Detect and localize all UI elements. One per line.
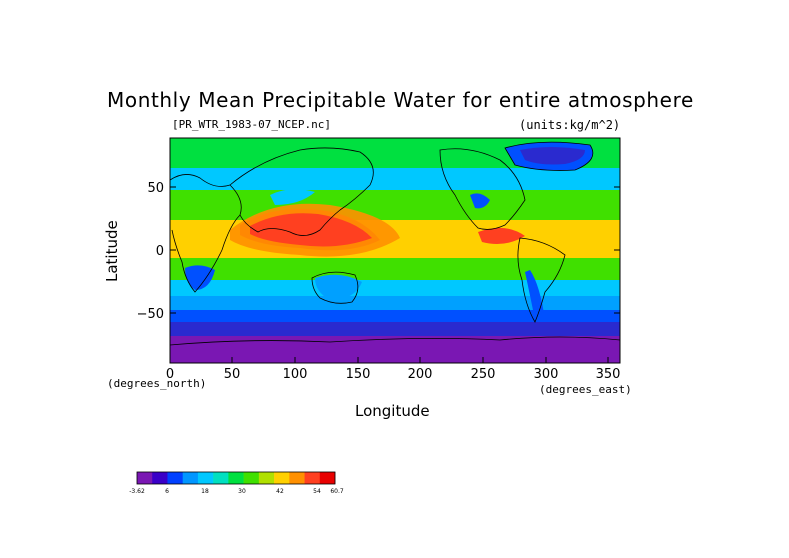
colorbar-label-6: 6 bbox=[165, 488, 169, 495]
colorbar: -3.62 6 18 30 42 54 60.7 bbox=[129, 471, 344, 495]
y-axis-unit: (degrees_north) bbox=[107, 377, 207, 390]
band-subtropic-green bbox=[170, 190, 620, 220]
greenland-core bbox=[520, 147, 585, 165]
xtick-label-350: 350 bbox=[596, 367, 621, 382]
central-america-red bbox=[478, 227, 525, 244]
chart-title: Monthly Mean Precipitable Water for enti… bbox=[107, 88, 694, 112]
field-bands bbox=[170, 138, 620, 363]
colorbar-swatch bbox=[137, 472, 153, 484]
file-label: [PR_WTR_1983-07_NCEP.nc] bbox=[172, 118, 331, 131]
colorbar-label-max: 60.7 bbox=[330, 488, 344, 495]
xtick-label-250: 250 bbox=[471, 367, 496, 382]
colorbar-label-30: 30 bbox=[238, 488, 246, 495]
colorbar-swatch bbox=[258, 472, 275, 484]
xtick-label-200: 200 bbox=[408, 367, 433, 382]
ytick-label-0: 0 bbox=[156, 244, 164, 259]
band-south-deep-blue bbox=[170, 322, 620, 336]
x-axis-label: Longitude bbox=[355, 402, 430, 420]
band-polar bbox=[170, 336, 620, 363]
colorbar-swatch bbox=[319, 472, 336, 484]
units-label: (units:kg/m^2) bbox=[519, 118, 621, 132]
colorbar-label-18: 18 bbox=[201, 488, 209, 495]
colorbar-swatch bbox=[182, 472, 199, 484]
band-south-light-blue bbox=[170, 296, 620, 310]
coast-greenland bbox=[504, 141, 594, 171]
colorbar-swatches bbox=[137, 472, 336, 484]
xtick-label-50: 50 bbox=[224, 367, 241, 382]
africa-south-blue bbox=[185, 265, 215, 290]
xtick-label-300: 300 bbox=[534, 367, 559, 382]
colorbar-swatch bbox=[243, 472, 260, 484]
x-axis-unit: (degrees_east) bbox=[539, 383, 632, 396]
colorbar-label-42: 42 bbox=[276, 488, 284, 495]
band-south-green bbox=[170, 258, 620, 280]
colorbar-swatch bbox=[152, 472, 168, 484]
colorbar-swatch bbox=[197, 472, 214, 484]
coast-asia bbox=[229, 147, 374, 236]
xtick-label-0: 0 bbox=[166, 367, 174, 382]
xtick-label-150: 150 bbox=[346, 367, 371, 382]
coastlines bbox=[169, 141, 621, 346]
colorbar-label-54: 54 bbox=[313, 488, 321, 495]
ytick-label-neg50: −50 bbox=[137, 307, 164, 322]
tick-marks bbox=[169, 186, 620, 363]
ytick-label-50: 50 bbox=[147, 181, 164, 196]
tibet-cyan bbox=[270, 189, 315, 205]
colorbar-swatch bbox=[274, 472, 290, 484]
warm-pool-red-core bbox=[250, 213, 372, 247]
coast-africa-europe bbox=[169, 174, 242, 293]
coast-antarctica bbox=[169, 336, 621, 346]
colorbar-swatch bbox=[213, 472, 229, 484]
colorbar-swatch bbox=[167, 472, 183, 484]
coast-australia bbox=[311, 271, 359, 304]
coast-south-america bbox=[517, 237, 566, 323]
field-features bbox=[185, 142, 593, 320]
rockies-blue bbox=[470, 193, 490, 209]
coast-north-america bbox=[439, 148, 526, 230]
colorbar-frame bbox=[136, 471, 336, 485]
colorbar-swatch bbox=[289, 472, 305, 484]
colorbar-label-min: -3.62 bbox=[129, 488, 145, 495]
australia-cyan bbox=[315, 274, 362, 300]
xtick-label-100: 100 bbox=[283, 367, 308, 382]
colorbar-swatch bbox=[228, 472, 244, 484]
colorbar-swatch bbox=[304, 472, 321, 484]
